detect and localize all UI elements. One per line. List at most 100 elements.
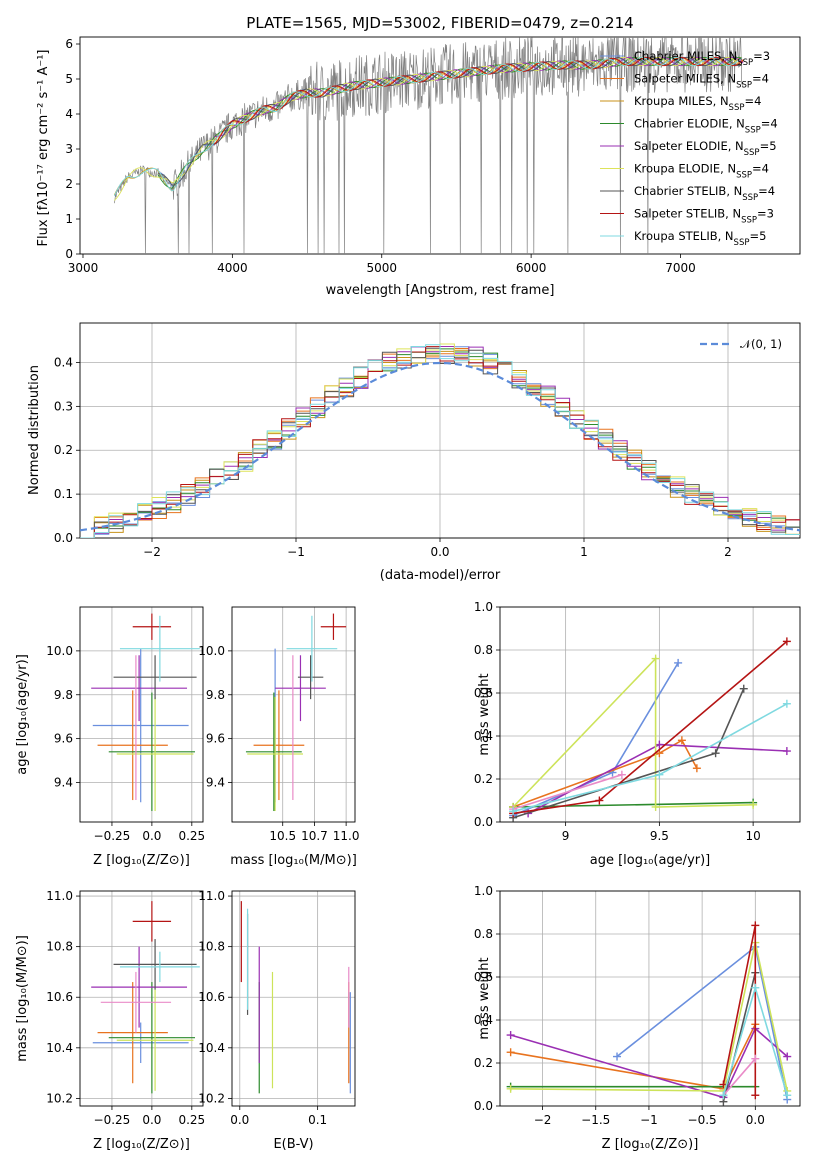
residuals-xlabel: (data-model)/error [380, 568, 501, 583]
weight_vs_age-xtick-label: 9 [562, 829, 570, 843]
legend-sub: SSP [745, 126, 761, 136]
residuals-xtick-label: 1 [580, 545, 588, 559]
mass_vs_ebv-axes: 0.0 0.1 10.2 10.4 10.6 10.8 11.0 E(B-V) [198, 889, 356, 1152]
residuals-xtick-label: 0.0 [430, 545, 449, 559]
age_vs_Z-xlabel: Z [log₁₀(Z/Z⊙)] [93, 853, 190, 868]
mass_vs_ebv-xtick-label: 0.0 [230, 1113, 249, 1127]
mass_vs_Z-frame [79, 890, 204, 1107]
mass_vs_Z-plot [91, 901, 200, 1094]
legend-nssp: =5 [749, 229, 766, 243]
age_vs_Z-xtick-label: 0.25 [178, 829, 205, 843]
age_vs_Z-plot [91, 613, 200, 812]
weight_vs_age-axes: 9 9.5 10 0.0 0.2 0.4 0.6 0.8 1.0 age [log₁₀(age/y… [474, 600, 801, 868]
mass_vs_Z-xtick-label: 0.0 [142, 1113, 161, 1127]
weight_vs_age-ytick-label: 0.2 [474, 772, 493, 786]
weight_vs_age-ytick-label: 0.0 [474, 815, 493, 829]
spectrum-plot [113, 37, 744, 254]
legend-label: Chabrier ELODIE, NSSP=4 [634, 117, 778, 136]
weight-line [512, 739, 698, 808]
residual-histogram [80, 344, 800, 538]
legend-label: Kroupa ELODIE, NSSP=4 [634, 162, 769, 181]
legend-sub: SSP [737, 58, 753, 68]
mass_vs_Z-xlabel: Z [log₁₀(Z/Z⊙)] [93, 1137, 190, 1152]
legend-label: Kroupa STELIB, NSSP=5 [634, 229, 766, 248]
legend-label: Salpeter STELIB, NSSP=3 [634, 207, 774, 226]
legend-nssp: =4 [761, 117, 778, 131]
legend-nssp: =3 [753, 49, 770, 63]
weight_vs_Z-xlabel: Z [log₁₀(Z/Z⊙)] [602, 1137, 699, 1152]
legend-sub: SSP [729, 103, 745, 113]
age_vs_Z-ytick-label: 9.6 [54, 732, 73, 746]
spectrum-data-line [114, 37, 744, 254]
weight_vs_Z-ytick-label: 0.6 [474, 970, 493, 984]
residuals-frame [79, 322, 801, 539]
spectrum-ytick-label: 3 [65, 142, 73, 156]
spectrum-model-line [113, 56, 742, 197]
mass_vs_ebv-plot [240, 901, 351, 1094]
weight-line [512, 773, 623, 810]
residual-legend-label: 𝒩(0, 1) [740, 337, 782, 351]
age_vs_mass-ytick-label: 9.6 [206, 732, 225, 746]
spectrum-xtick-label: 7000 [665, 261, 696, 275]
spectrum-ytick-label: 6 [65, 37, 73, 51]
weight_vs_age-ytick-label: 0.6 [474, 686, 493, 700]
age_vs_Z-xtick-label: −0.25 [94, 829, 131, 843]
weight_vs_Z-plot [506, 921, 792, 1106]
age_vs_Z-ytick-label: 10.0 [46, 644, 73, 658]
legend-nssp: =5 [760, 139, 777, 153]
mass_vs_Z-ytick-label: 10.4 [46, 1041, 73, 1055]
weight_vs_age-xtick-label: 9.5 [650, 829, 669, 843]
mass_vs_ebv-xtick-label: 0.1 [308, 1113, 327, 1127]
weight_vs_age-frame [499, 606, 801, 823]
spectrum-xlabel: wavelength [Angstrom, rest frame] [326, 283, 555, 298]
legend-nssp: =4 [752, 72, 769, 86]
spectrum-frame [79, 36, 801, 255]
residuals-plot [80, 343, 800, 538]
weight-line [513, 801, 754, 808]
weight-line [512, 656, 754, 808]
age_vs_Z-ytick-label: 9.8 [54, 688, 73, 702]
weight_vs_Z-ytick-label: 0.8 [474, 927, 493, 941]
weight_vs_age-ylabel: mass weight [477, 673, 492, 755]
weight_vs_age-ytick-label: 0.4 [474, 729, 493, 743]
mass_vs_Z-ytick-label: 10.8 [46, 940, 73, 954]
weight_vs_Z-xtick-label: −0.5 [688, 1113, 717, 1127]
mass_vs_Z-ytick-label: 10.6 [46, 990, 73, 1004]
spectrum-ytick-label: 2 [65, 177, 73, 191]
legend-nssp: =4 [758, 184, 775, 198]
legend-label: Salpeter ELODIE, NSSP=5 [634, 139, 777, 158]
spectrum-axes: 3000 4000 5000 6000 7000 0 1 2 3 4 5 6 wavelength [A… [36, 36, 801, 298]
mass_vs_Z-xtick-label: −0.25 [94, 1113, 131, 1127]
residuals-ylabel: Normed distribution [27, 365, 42, 495]
mass_vs_ebv-ytick-label: 10.6 [198, 990, 225, 1004]
age_vs_mass-ytick-label: 10.0 [198, 644, 225, 658]
age_vs_Z-axes: −0.25 0.0 0.25 9.4 9.6 9.8 10.0 Z [log₁₀(Z/Z⊙)]… [15, 606, 205, 868]
legend-nssp: =4 [752, 162, 769, 176]
legend-sub: SSP [734, 238, 750, 248]
weight_vs_Z-ytick-label: 1.0 [474, 884, 493, 898]
mass_vs_ebv-ytick-label: 10.8 [198, 940, 225, 954]
weight-line [722, 972, 757, 1102]
mass_vs_Z-ytick-label: 10.2 [46, 1091, 73, 1105]
weight_vs_Z-xtick-label: −2 [534, 1113, 552, 1127]
legend-nssp: =4 [744, 94, 761, 108]
weight_vs_age-ytick-label: 1.0 [474, 600, 493, 614]
spectrum-ytick-label: 1 [65, 212, 73, 226]
spectrum-ylabel: Flux [fλ10⁻¹⁷ erg cm⁻² s⁻¹ A⁻¹] [36, 50, 51, 247]
weight_vs_age-ytick-label: 0.8 [474, 643, 493, 657]
weight-line [722, 1058, 756, 1096]
age_vs_Z-xtick-label: 0.0 [142, 829, 161, 843]
spectrum-model-line [214, 56, 744, 145]
weight_vs_Z-axes: −2 −1.5 −1 −0.5 0.0 0.0 0.2 0.4 0.6 0.8 1.0 Z [log₁… [474, 884, 801, 1152]
mass_vs_Z-xtick-label: 0.25 [178, 1113, 205, 1127]
weight_vs_Z-xtick-label: −1 [640, 1113, 658, 1127]
residuals-ytick-label: 0.0 [54, 531, 73, 545]
weight_vs_age-xtick-label: 10 [745, 829, 760, 843]
mass_vs_Z-ylabel: mass [log₁₀(M/M⊙)] [15, 935, 30, 1062]
spectrum-ytick-label: 4 [65, 107, 73, 121]
mass_vs_ebv-xlabel: E(B-V) [273, 1137, 313, 1152]
legend-sub: SSP [744, 148, 760, 158]
legend-sub: SSP [742, 193, 758, 203]
age_vs_mass-ytick-label: 9.4 [206, 776, 225, 790]
age_vs_mass-xlabel: mass [log₁₀(M/M⊙)] [230, 853, 357, 868]
